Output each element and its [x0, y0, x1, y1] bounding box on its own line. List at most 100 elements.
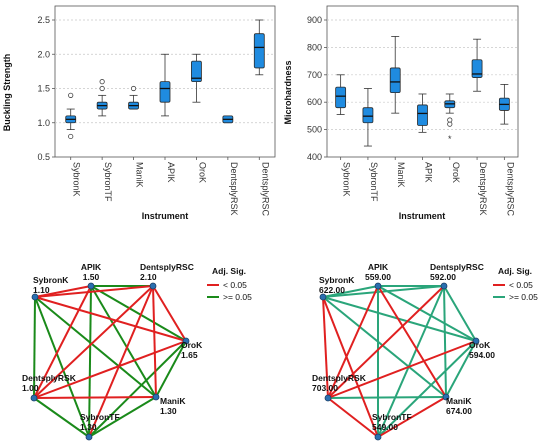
edge-not-significant: [155, 340, 187, 398]
node-name: SybronTF: [80, 412, 120, 422]
node-value: 1.65: [181, 350, 198, 360]
edge-significant: [33, 396, 157, 399]
edge-not-significant: [90, 285, 157, 398]
outlier-point: [447, 117, 453, 123]
box: [253, 33, 265, 69]
edge-not-significant: [88, 285, 92, 438]
x-tick-label: SybronK: [72, 162, 82, 197]
node-name: APIK: [368, 262, 389, 272]
extreme-point: *: [448, 134, 452, 144]
x-tick-label: OroK: [451, 162, 461, 183]
x-tick-label: DentsplyRSK: [229, 162, 239, 216]
node-value: 1.10: [33, 285, 50, 295]
edge-not-significant: [443, 285, 477, 342]
box: [191, 60, 202, 83]
x-tick-label: SybronTF: [369, 162, 379, 202]
legend-label: < 0.05: [509, 280, 533, 290]
edge-significant: [34, 296, 187, 342]
edge-significant: [327, 340, 477, 399]
node-value: 622.00: [319, 285, 345, 295]
edge-significant: [327, 285, 379, 399]
edge-significant: [377, 285, 447, 398]
x-tick-label: SybronTF: [103, 162, 113, 202]
y-tick-label: 2.0: [37, 49, 50, 59]
box: [417, 104, 428, 126]
box: [335, 86, 347, 109]
outlier-point: [99, 85, 105, 92]
y-tick-label: 700: [307, 70, 322, 80]
y-tick-label: 1.0: [37, 118, 50, 128]
node-value: 592.00: [430, 272, 456, 282]
node-marker: [152, 393, 160, 401]
node-name: APIK: [81, 262, 102, 272]
box: [389, 67, 401, 94]
x-tick-label: APIK: [424, 162, 434, 183]
edge-significant: [327, 397, 379, 438]
node-marker: [30, 394, 38, 402]
y-tick-label: 500: [307, 125, 322, 135]
node-value: 674.00: [446, 406, 472, 416]
x-tick-label: OroK: [197, 162, 207, 183]
boxplot-microhardness: 400 500 600 700 800 900 Microhardness Instrumen…: [283, 5, 519, 221]
node-name: DentsplyRSK: [22, 373, 77, 383]
plot-frame: [326, 5, 519, 158]
x-tick-label: DentsplyRSK: [478, 162, 488, 216]
edge-significant: [152, 285, 157, 398]
node-marker: [319, 293, 327, 301]
y-tick-label: 800: [307, 42, 322, 52]
edge-significant: [34, 285, 154, 298]
node-value: 2.10: [140, 272, 157, 282]
node-value: 549.00: [372, 422, 398, 432]
node-name: ManiK: [446, 396, 472, 406]
node-name: DentsplyRSK: [312, 373, 367, 383]
edge-not-significant: [445, 340, 477, 398]
edge-significant: [152, 285, 187, 342]
outlier-point: [130, 85, 137, 92]
node-name: OroK: [181, 340, 203, 350]
y-tick-label: 2.5: [37, 15, 50, 25]
x-tick-label: ManiK: [396, 162, 406, 188]
node-name: ManiK: [160, 396, 186, 406]
node-marker: [374, 433, 382, 441]
y-tick-label: 1.5: [37, 84, 50, 94]
edge-significant: [322, 296, 379, 438]
node-marker: [31, 293, 39, 301]
edge-not-significant: [88, 396, 157, 438]
node-name: SybronK: [33, 275, 69, 285]
y-tick-label: 400: [307, 152, 322, 162]
y-tick-label: 900: [307, 15, 322, 25]
edge-not-significant: [322, 296, 477, 342]
edge-not-significant: [327, 396, 447, 399]
box: [159, 81, 171, 103]
edge-not-significant: [443, 285, 447, 398]
y-axis-title: Microhardness: [283, 60, 293, 124]
node-value: 1.30: [80, 422, 97, 432]
outlier-point: [68, 92, 74, 98]
node-marker: [87, 282, 95, 290]
node-value: 703.00: [312, 383, 338, 393]
node-value: 1.00: [22, 383, 39, 393]
node-marker: [442, 393, 450, 401]
node-marker: [472, 337, 480, 345]
edge-not-significant: [90, 285, 187, 342]
x-axis-title: Instrument: [142, 211, 189, 221]
node-name: SybronK: [319, 275, 355, 285]
node-name: SybronTF: [372, 412, 412, 422]
y-tick-label: 0.5: [37, 152, 50, 162]
node-name: DentsplyRSC: [430, 262, 484, 272]
node-marker: [440, 282, 448, 290]
box: [362, 107, 374, 124]
x-tick-label: APIK: [166, 162, 176, 183]
node-marker: [85, 433, 93, 441]
node-value: 1.50: [83, 272, 100, 282]
outlier-point: [68, 133, 74, 140]
x-tick-label: DentsplyRSC: [505, 162, 515, 217]
edge-not-significant: [88, 340, 187, 438]
edge-not-significant: [34, 296, 157, 398]
edge-significant: [327, 285, 445, 399]
outlier-point: [99, 79, 105, 85]
edge-significant: [377, 396, 447, 438]
node-name: OroK: [469, 340, 491, 350]
y-tick-label: 600: [307, 97, 322, 107]
